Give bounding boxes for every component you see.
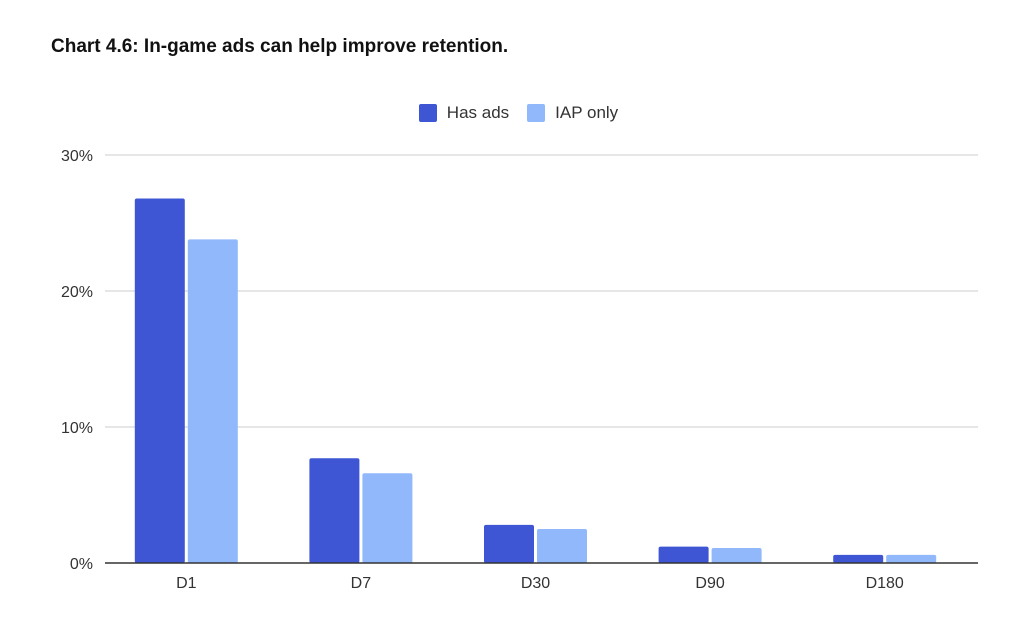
bar-has-ads [134, 198, 185, 563]
legend-swatch-iap-only [527, 104, 546, 122]
bar-has-ads [484, 524, 534, 563]
legend-label-has-ads: Has ads [446, 103, 510, 122]
legend: Has ads IAP only [0, 103, 1024, 123]
x-tick-label: D1 [176, 575, 197, 592]
y-tick-label: 0% [70, 556, 93, 573]
legend-item-has-ads: Has ads [418, 103, 510, 123]
bar-iap-only [187, 239, 238, 563]
chart-title: Chart 4.6: In-game ads can help improve … [51, 36, 509, 57]
legend-swatch-has-ads [418, 104, 437, 122]
y-tick-label: 30% [61, 148, 93, 165]
y-tick-label: 20% [61, 284, 93, 301]
legend-label-iap-only: IAP only [555, 103, 619, 122]
x-tick-label: D180 [866, 575, 904, 592]
bar-iap-only [362, 473, 413, 563]
y-tick-label: 10% [61, 420, 93, 437]
x-tick-label: D30 [521, 575, 550, 592]
bar-iap-only [537, 529, 587, 563]
bar-iap-only [886, 554, 937, 563]
bar-has-ads [309, 458, 360, 563]
bar-iap-only [711, 548, 762, 563]
bar-has-ads [833, 554, 884, 563]
x-tick-label: D7 [351, 575, 372, 592]
bar-has-ads [658, 546, 709, 563]
legend-item-iap-only: IAP only [527, 103, 618, 123]
x-tick-label: D90 [695, 575, 724, 592]
